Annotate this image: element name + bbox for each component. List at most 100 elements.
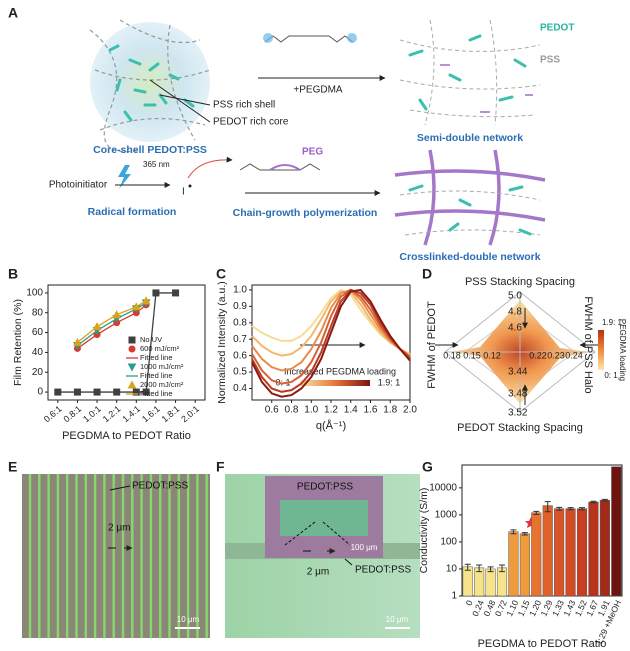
y-tick-label: 10	[446, 564, 458, 575]
y-tick-label: 80	[32, 307, 44, 318]
scale-label: 10 μm	[386, 615, 409, 624]
panel-label: D	[422, 266, 432, 282]
error-bar	[579, 507, 585, 511]
x-tick-label: 1.8:1	[160, 404, 182, 425]
label: 365 nm	[143, 160, 170, 169]
bar	[519, 533, 530, 597]
panel-label: C	[216, 266, 226, 282]
x-tick-label: 0.6:1	[42, 404, 64, 425]
x-tick-label: 1.0:1	[81, 404, 103, 425]
caption: Semi-double network	[417, 132, 523, 144]
caption: Radical formation	[88, 206, 177, 218]
legend-label: Fitted line	[140, 389, 173, 398]
bar	[576, 508, 588, 597]
legend-label: No UV	[140, 335, 162, 344]
error-bar	[464, 563, 471, 571]
axis-title: FWHM of PSS Halo	[582, 296, 594, 393]
colorbar-title: PEGDMA loading	[618, 319, 627, 381]
axis-title: FWHM of PEDOT	[426, 301, 438, 389]
marker	[127, 380, 137, 389]
panel-label: G	[422, 459, 433, 475]
x-axis-label: PEGDMA to PEDOT Ratio	[478, 638, 607, 650]
x-tick-label: 0	[464, 598, 475, 607]
series-line	[251, 288, 411, 398]
label: I	[182, 187, 185, 198]
error-bar	[521, 532, 528, 536]
y-tick-label: 100	[26, 288, 43, 299]
error-bar	[601, 498, 608, 502]
marker	[128, 336, 136, 344]
label: 2 μm	[307, 567, 329, 578]
marker	[128, 345, 136, 353]
panel-label: E	[8, 459, 17, 475]
y-tick-label: 10000	[429, 482, 457, 493]
series-line	[251, 288, 411, 372]
panel-a: PSS rich shell PEDOT rich core Core-shel…	[49, 19, 574, 263]
marker	[113, 388, 121, 396]
colorbar-label: 1.9: 1	[378, 377, 401, 387]
marker	[127, 363, 137, 372]
y-tick-label: 0.7	[233, 334, 247, 345]
marker	[112, 310, 122, 319]
error-bar	[567, 507, 574, 511]
arrow	[187, 156, 233, 179]
label: PEDOT rich core	[213, 117, 289, 128]
error-bar	[533, 510, 540, 515]
caption: Crosslinked-double network	[399, 251, 540, 263]
y-tick-label: 60	[32, 327, 44, 338]
y-tick-label: 100	[440, 537, 457, 548]
marker	[141, 296, 151, 305]
label: Photoinitiator	[49, 180, 108, 191]
molecule	[264, 35, 354, 43]
tick-label: 0.24	[565, 350, 583, 360]
tick-label: 0.18	[443, 350, 461, 360]
y-tick-label: 20	[32, 367, 44, 378]
y-tick-label: 1000	[435, 510, 458, 521]
tick-label: 4.6	[508, 323, 522, 334]
marker	[152, 289, 160, 297]
x-tick-label: 1.4:1	[120, 404, 142, 425]
panel-e: PEDOT:PSS 2 μm 10 μm	[22, 474, 210, 638]
y-tick-label: 0.6	[233, 350, 247, 361]
bar	[554, 508, 565, 597]
colorbar	[300, 380, 370, 386]
bar	[542, 505, 553, 597]
x-tick-label: 1.8	[383, 405, 397, 416]
series-line	[251, 288, 411, 393]
marker	[132, 388, 140, 396]
panel-f: PEDOT:PSS 100 μm 2 μm PEDOT:PSS 10 μm	[225, 474, 420, 638]
x-axis-label: q(Å⁻¹)	[316, 419, 346, 432]
semi-double-network	[399, 19, 541, 126]
bar	[588, 501, 599, 597]
crosslinked-network	[394, 149, 546, 246]
legend-label: Fitted line	[140, 353, 173, 362]
scale-label: 10 μm	[177, 615, 200, 624]
error-bar	[499, 564, 505, 573]
error-bar	[590, 500, 597, 504]
scale-label: 100 μm	[351, 543, 378, 552]
legend-label: 600 mJ/cm²	[140, 344, 180, 353]
legend-label: Fitted line	[140, 371, 173, 380]
panel-label: B	[8, 266, 18, 282]
colorbar-label: 1.9: 1	[602, 318, 623, 327]
x-tick-label: 2.0	[403, 405, 417, 416]
y-tick-label: 0.9	[233, 301, 247, 312]
y-tick-label: 1.0	[233, 285, 247, 296]
legend-label: 2000 mJ/cm²	[140, 380, 184, 389]
label: PEG	[302, 147, 323, 158]
bar	[485, 568, 496, 597]
bar	[611, 466, 622, 597]
y-tick-label: 0	[37, 387, 43, 398]
core-shell-particle	[90, 22, 210, 142]
label: PEDOT:PSS	[297, 482, 353, 493]
y-tick-label: 40	[32, 347, 44, 358]
label: +PEGDMA	[293, 85, 343, 96]
legend-label: PSS	[540, 55, 560, 66]
bar	[462, 566, 473, 597]
x-tick-label: 1.6	[364, 405, 378, 416]
x-tick-label: 2.0:1	[179, 404, 201, 425]
tick-label: 3.48	[508, 389, 528, 400]
pedot-chains	[108, 44, 195, 122]
plot-frame	[461, 464, 623, 597]
